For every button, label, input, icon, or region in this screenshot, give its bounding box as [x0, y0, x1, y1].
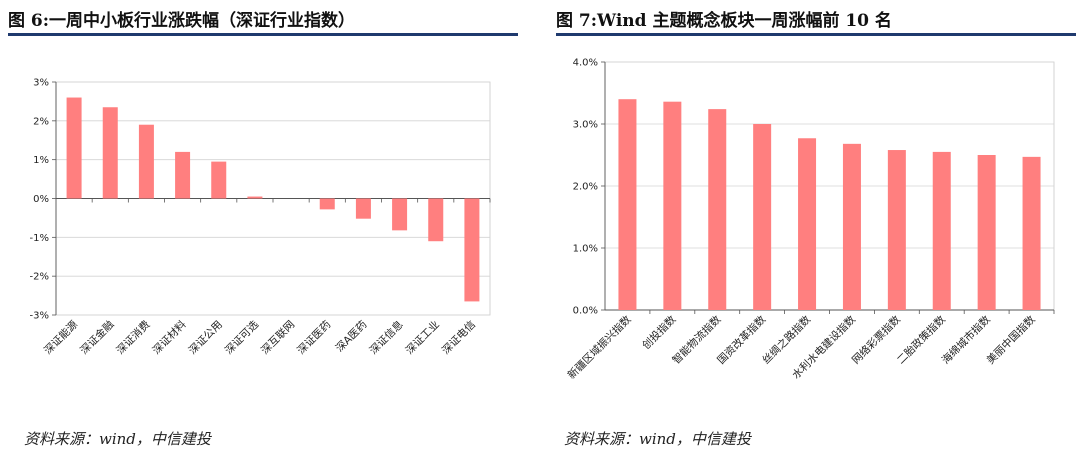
chart-title: 图 6:一周中小板行业涨跌幅（深证行业指数）: [8, 11, 356, 31]
bar: [66, 97, 82, 199]
x-tick-label: 深证工业: [404, 319, 442, 357]
bar: [708, 109, 727, 311]
chart-panel-left: 图 6:一周中小板行业涨跌幅（深证行业指数） -3% -2% -1% 0% 1% 2% 3%…: [0, 0, 530, 455]
bar: [392, 198, 408, 231]
bar: [319, 198, 335, 210]
bar: [798, 138, 817, 310]
x-tick-label: 美丽中国指数: [984, 313, 1038, 367]
bar: [663, 101, 682, 311]
bar: [753, 124, 772, 310]
y-tick-label: -1%: [30, 233, 49, 244]
x-tick-label: 深证材料: [150, 318, 189, 357]
x-tick-label: 深证医药: [295, 319, 333, 357]
x-tick-label: 深证金融: [77, 318, 116, 357]
x-tick-label: 深证能源: [41, 318, 80, 357]
bar: [618, 99, 637, 310]
y-tick-label: 2%: [33, 116, 49, 127]
source-note: 资料来源：wind，中信建投: [24, 430, 211, 448]
bar: [428, 198, 444, 242]
x-tick-label: 新疆区域振兴指数: [565, 313, 634, 382]
y-tick-label: -2%: [30, 272, 49, 283]
y-tick-label: 0%: [33, 194, 49, 205]
source-note: 资料来源：wind，中信建投: [564, 430, 751, 448]
x-tick-label: 深互联网: [259, 319, 297, 357]
bar: [1022, 156, 1041, 310]
bar: [247, 196, 263, 199]
x-tick-label: 深证电信: [439, 318, 478, 357]
bar-chart-concepts: 0.0%1.0%2.0%3.0%4.0%新疆区域振兴指数 创投指数智能物流指数国资…: [565, 58, 1055, 382]
x-tick-label: 深证可选: [222, 318, 261, 357]
bar-chart-industry: -3% -2% -1% 0% 1% 2% 3% 深证能源深证金融深证消费深证材料深证公用深证可…: [30, 78, 491, 357]
title-rule: [556, 33, 1076, 36]
title-rule: [8, 33, 518, 36]
bar: [464, 198, 480, 302]
bar: [932, 151, 951, 310]
y-tick-label: 1.0%: [573, 244, 598, 255]
y-tick-label: 3%: [33, 78, 49, 89]
bar: [977, 155, 996, 310]
x-tick-label: 深证消费: [114, 318, 153, 357]
bar: [138, 124, 154, 199]
y-tick-label: -3%: [30, 311, 49, 322]
x-tick-label: 深证公用: [187, 319, 225, 357]
y-tick-label: 4.0%: [573, 58, 598, 69]
bar: [842, 143, 861, 310]
chart-title: 图 7:Wind 主题概念板块一周涨幅前 10 名: [556, 11, 892, 31]
x-tick-label: 创投指数: [640, 313, 679, 352]
y-tick-label: 2.0%: [573, 182, 598, 193]
bar: [175, 151, 191, 199]
y-tick-label: 0.0%: [573, 306, 598, 317]
bar: [887, 150, 906, 310]
x-tick-label: 深证信息: [367, 318, 406, 357]
x-tick-label: 深A医药: [334, 319, 370, 355]
chart-panel-right: 图 7:Wind 主题概念板块一周涨幅前 10 名 0.0% 1.0% 2.0% 3.…: [548, 0, 1080, 455]
bar: [102, 107, 118, 199]
y-tick-label: 3.0%: [573, 120, 598, 131]
bar: [211, 161, 227, 199]
bar: [355, 198, 371, 219]
y-tick-label: 1%: [33, 155, 49, 166]
